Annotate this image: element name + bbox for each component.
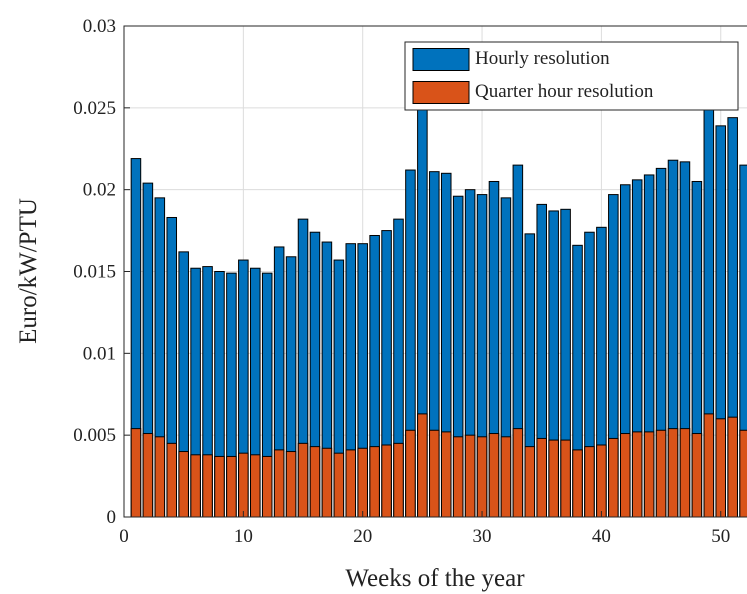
bar xyxy=(548,439,559,518)
x-tick-label: 20 xyxy=(353,526,372,547)
bar xyxy=(464,434,476,518)
bar xyxy=(214,455,225,518)
y-tick-label: 0.02 xyxy=(83,180,116,201)
bar xyxy=(142,433,154,518)
bar xyxy=(488,433,500,518)
y-tick-label: 0.01 xyxy=(83,343,116,364)
y-tick-label: 0 xyxy=(107,507,117,528)
bar xyxy=(631,431,643,518)
bar xyxy=(309,446,321,518)
bar xyxy=(321,447,333,518)
bar xyxy=(166,442,178,518)
bar xyxy=(524,446,536,518)
bar xyxy=(715,418,727,518)
x-axis-label: Weeks of the year xyxy=(345,565,525,592)
bar xyxy=(381,444,392,518)
bar xyxy=(536,437,547,518)
bar xyxy=(739,429,747,518)
legend-label: Hourly resolution xyxy=(475,48,610,69)
x-tick-label: 10 xyxy=(234,526,253,547)
bar xyxy=(273,449,285,518)
bar xyxy=(476,436,488,518)
bar xyxy=(250,454,261,518)
bar xyxy=(691,433,703,518)
legend-swatch xyxy=(412,81,470,104)
bar xyxy=(369,446,380,518)
bar xyxy=(643,431,655,518)
bar xyxy=(130,428,142,518)
bar xyxy=(608,437,619,518)
bar xyxy=(357,447,368,518)
bar xyxy=(154,436,166,518)
bar xyxy=(429,429,440,518)
bar xyxy=(452,436,464,518)
bar xyxy=(584,446,595,518)
bar xyxy=(333,452,345,518)
bar xyxy=(500,436,512,518)
bar xyxy=(226,455,237,518)
bar xyxy=(261,455,273,518)
x-tick-label: 40 xyxy=(592,526,611,547)
x-tick-label: 30 xyxy=(473,526,492,547)
x-tick-label: 0 xyxy=(119,526,129,547)
bar xyxy=(345,449,357,518)
bar xyxy=(285,451,297,518)
bar xyxy=(572,449,583,518)
bar xyxy=(655,429,667,518)
bar xyxy=(596,444,607,518)
bar xyxy=(393,442,404,518)
legend-label: Quarter hour resolution xyxy=(475,81,654,102)
bar xyxy=(703,413,715,518)
bar xyxy=(679,428,691,518)
bar xyxy=(667,428,679,518)
axis-box xyxy=(123,25,747,518)
legend-swatch xyxy=(412,48,470,71)
bar xyxy=(178,451,189,518)
bar xyxy=(619,433,631,518)
bar xyxy=(727,416,738,518)
bar xyxy=(405,429,416,518)
bar xyxy=(440,431,452,518)
bar xyxy=(297,442,309,518)
x-tick-label: 50 xyxy=(711,526,730,547)
legend: Hourly resolution Quarter hour resolution xyxy=(404,41,739,111)
y-axis-label: Euro/kW/PTU xyxy=(15,198,42,344)
bar xyxy=(417,413,428,518)
bar xyxy=(202,454,213,518)
bar xyxy=(238,452,249,518)
bar xyxy=(512,428,524,518)
y-tick-label: 0.03 xyxy=(83,16,116,37)
bar xyxy=(560,439,571,518)
y-tick-label: 0.005 xyxy=(73,425,116,446)
bar xyxy=(190,454,201,518)
y-tick-label: 0.025 xyxy=(73,98,116,119)
y-tick-label: 0.015 xyxy=(73,262,116,283)
